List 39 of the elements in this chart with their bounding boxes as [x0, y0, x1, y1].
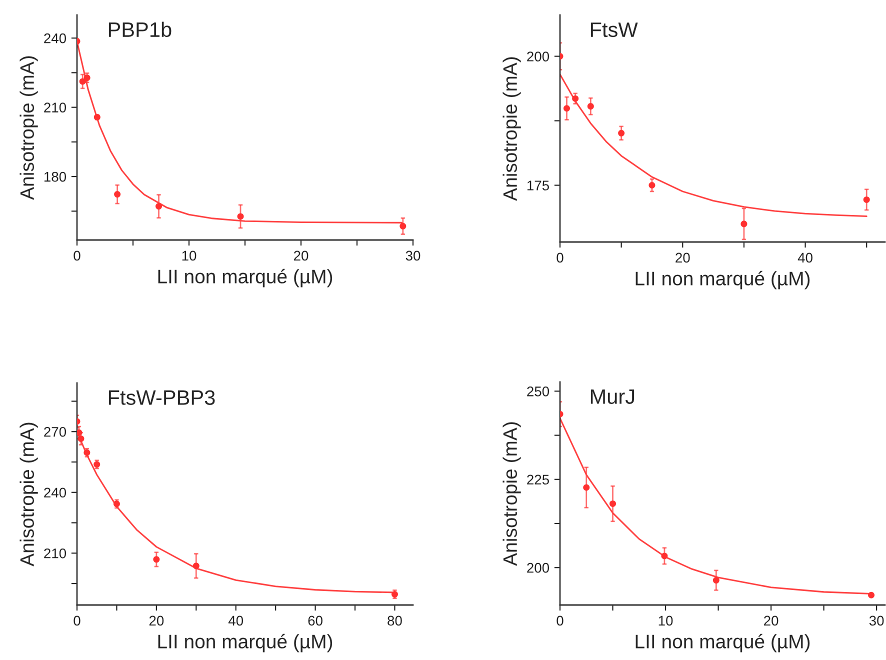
x-tick-label: 40 — [798, 252, 812, 263]
x-axis-title: LII non marqué (µM) — [636, 270, 810, 290]
x-tick-label: 60 — [308, 616, 322, 626]
y-axis-title: Anisotropie (mA) — [20, 56, 38, 200]
y-tick-label: 180 — [44, 172, 66, 182]
y-tick-label: 270 — [44, 426, 66, 437]
y-axis-title: Anisotropie (mA) — [502, 422, 521, 566]
y-tick-label: 210 — [44, 548, 66, 558]
y-tick-label: 200 — [527, 562, 550, 573]
y-tick-label: 200 — [527, 52, 550, 62]
x-tick-label: 10 — [182, 250, 196, 261]
y-axis-title: Anisotropie (mA) — [20, 422, 38, 566]
y-tick-label: 210 — [44, 102, 66, 112]
x-axis-title: LII non marqué (µM) — [158, 634, 332, 652]
y-tick-label: 240 — [44, 33, 66, 44]
x-tick-label: 0 — [74, 250, 80, 261]
x-tick-label: 80 — [388, 616, 402, 626]
x-axis-title: LII non marqué (µM) — [636, 634, 810, 652]
y-axis-title: Anisotropie (mA) — [502, 57, 521, 201]
x-tick-label: 0 — [556, 252, 564, 263]
x-tick-label: 20 — [764, 616, 778, 626]
x-tick-label: 20 — [676, 252, 690, 263]
y-tick-label: 175 — [527, 180, 550, 190]
chart-title: MurJ — [590, 389, 634, 404]
y-tick-label: 250 — [527, 386, 550, 396]
x-tick-label: 40 — [228, 616, 244, 626]
x-tick-label: 10 — [658, 616, 673, 626]
y-tick-label: 240 — [44, 488, 66, 498]
chart-title: PBP1b — [108, 22, 172, 38]
x-tick-label: 30 — [869, 616, 884, 626]
x-tick-label: 0 — [556, 616, 564, 626]
x-axis-title: LII non marqué (µM) — [158, 268, 332, 288]
chart-title: FtsW-PBP3 — [108, 390, 215, 405]
chart-title: FtsW — [590, 22, 638, 38]
x-tick-label: 0 — [74, 616, 80, 626]
y-tick-label: 225 — [527, 474, 550, 485]
x-tick-label: 20 — [149, 616, 164, 626]
x-tick-label: 20 — [294, 250, 308, 261]
x-tick-label: 30 — [406, 250, 420, 261]
